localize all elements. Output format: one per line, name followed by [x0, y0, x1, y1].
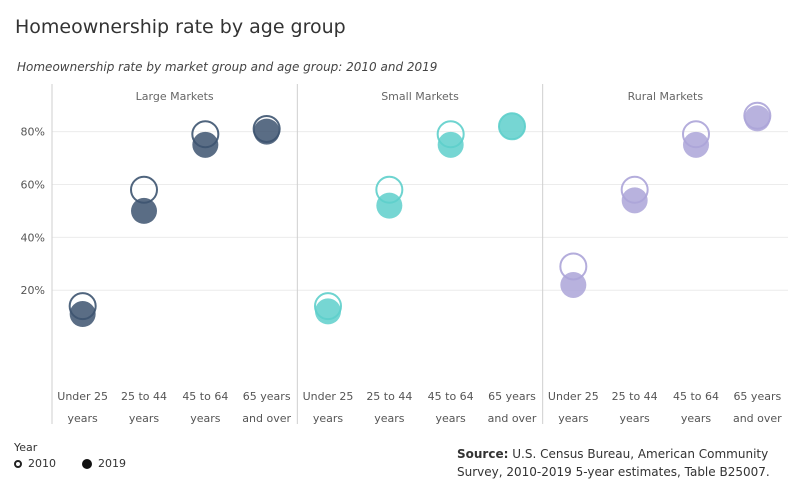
page-title: Homeownership rate by age group	[15, 16, 346, 38]
source-note: Source: U.S. Census Bureau, American Com…	[457, 445, 792, 481]
x-tick-label: and over	[733, 412, 782, 425]
x-tick-label: years	[436, 412, 467, 425]
legend-item-2019[interactable]: 2019	[82, 457, 126, 470]
legend-item-2010[interactable]: 2010	[14, 457, 56, 470]
x-tick-label: and over	[242, 412, 291, 425]
x-tick-label: years	[129, 412, 160, 425]
legend-label-2019: 2019	[98, 457, 126, 470]
x-tick-label: 65 years	[488, 390, 536, 403]
data-point-2019	[69, 301, 96, 328]
data-point-2019	[315, 298, 341, 325]
x-tick-label: and over	[488, 412, 537, 425]
y-tick-label: 80%	[21, 126, 45, 139]
data-point-2019	[683, 131, 709, 158]
data-point-2019	[192, 131, 219, 158]
source-text: U.S. Census Bureau, American Community S…	[457, 447, 770, 479]
x-tick-label: 45 to 64	[428, 390, 474, 403]
x-tick-label: 45 to 64	[673, 390, 719, 403]
source-label: Source:	[457, 447, 509, 461]
x-tick-label: years	[558, 412, 589, 425]
x-tick-label: Under 25	[303, 390, 354, 403]
x-tick-label: years	[190, 412, 221, 425]
hollow-circle-icon	[14, 459, 22, 468]
data-point-2019	[560, 271, 587, 298]
panel-header: Large Markets	[136, 90, 214, 103]
x-tick-label: 65 years	[243, 390, 291, 403]
legend-label-2010: 2010	[28, 457, 56, 470]
x-tick-label: 25 to 44	[121, 390, 167, 403]
y-tick-label: 60%	[21, 178, 45, 191]
x-tick-label: 45 to 64	[182, 390, 228, 403]
data-point-2019	[744, 105, 771, 132]
x-tick-label: Under 25	[548, 390, 599, 403]
data-point-2019	[499, 113, 525, 140]
data-point-2019	[376, 192, 403, 219]
legend: Year 2010 2019	[14, 441, 126, 470]
x-tick-label: Under 25	[57, 390, 108, 403]
filled-circle-icon	[82, 458, 92, 469]
x-tick-label: 25 to 44	[366, 390, 412, 403]
panel-header: Small Markets	[381, 90, 459, 103]
data-point-2019	[437, 131, 464, 158]
chart: 20% 40% 60% 80% Large Markets Under 25 years 25…	[21, 84, 788, 425]
x-tick-label: 65 years	[733, 390, 781, 403]
chart-subtitle: Homeownership rate by market group and a…	[17, 60, 438, 74]
x-tick-label: years	[313, 412, 344, 425]
y-tick-label: 20%	[21, 284, 45, 297]
panel-header: Rural Markets	[628, 90, 704, 103]
data-point-2019	[131, 197, 157, 224]
y-tick-label: 40%	[21, 231, 45, 244]
data-point-2019	[253, 118, 280, 145]
x-tick-label: 25 to 44	[612, 390, 658, 403]
x-tick-label: years	[681, 412, 712, 425]
x-tick-label: years	[620, 412, 651, 425]
x-tick-label: years	[374, 412, 405, 425]
data-point-2019	[621, 187, 648, 214]
x-tick-label: years	[68, 412, 99, 425]
legend-title: Year	[14, 441, 38, 454]
